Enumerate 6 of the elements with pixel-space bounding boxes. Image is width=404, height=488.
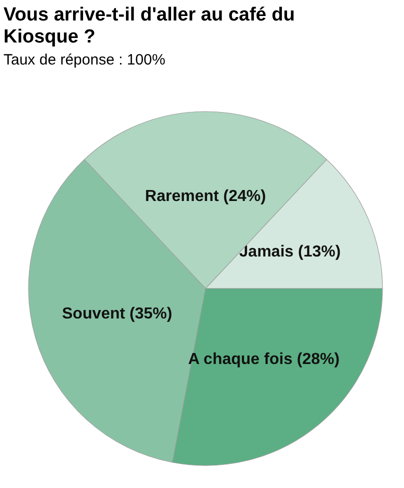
chart-subtitle: Taux de réponse : 100% — [4, 52, 166, 68]
slice-label: Souvent (35%) — [62, 306, 172, 323]
chart-title: Vous arrive-t-il d'aller au café du Kiosque ? — [4, 4, 295, 48]
slice-label: Jamais (13%) — [239, 243, 341, 260]
slice-label: Rarement (24%) — [145, 188, 266, 205]
slice-label: A chaque fois (28%) — [188, 350, 340, 368]
